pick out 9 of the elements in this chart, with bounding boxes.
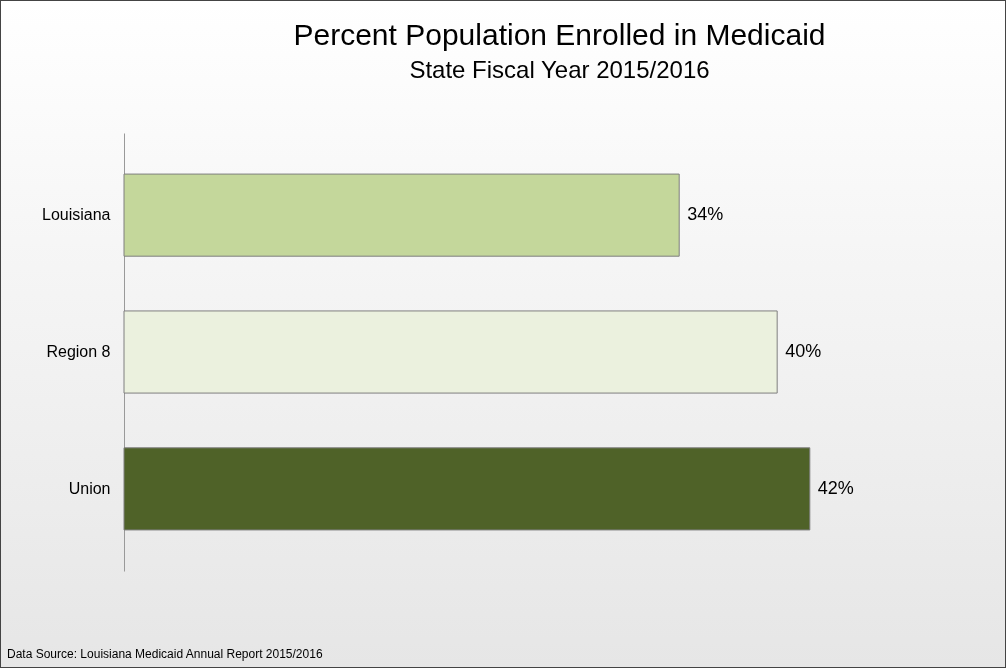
y-tick-label: Union [68,479,111,497]
chart-title: Percent Population Enrolled in Medicaid [293,18,826,51]
data-label: 40% [785,341,822,361]
chart-subtitle: State Fiscal Year 2015/2016 [409,56,710,83]
data-label: 42% [817,477,854,498]
y-tick-label: Louisiana [42,206,111,224]
source-note: Data Source: Louisiana Medicaid Annual Report 2015/2016 [7,647,323,661]
y-tick-label: Region 8 [46,343,111,360]
data-label: 34% [687,204,724,225]
